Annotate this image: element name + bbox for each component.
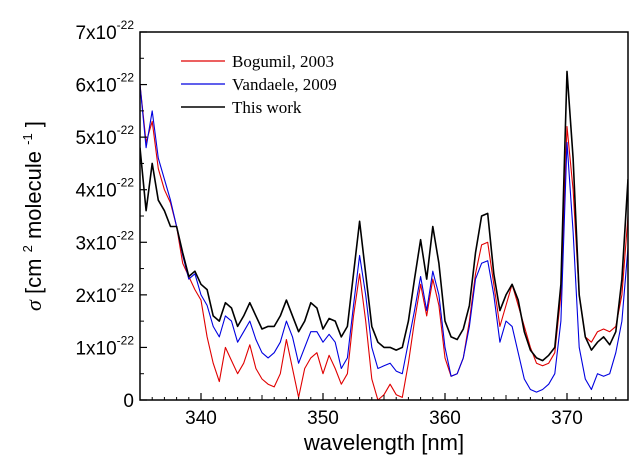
legend-label: Vandaele, 2009 bbox=[232, 75, 337, 94]
y-axis-unit-post: ] bbox=[21, 121, 46, 127]
x-axis-title: wavelength [nm] bbox=[303, 430, 464, 455]
x-tick-label: 350 bbox=[307, 408, 339, 429]
x-axis: 340 350 360 370 bbox=[139, 393, 629, 429]
y-tick-label: 6x10-22 bbox=[75, 71, 134, 97]
y-tick-label: 1x10-22 bbox=[75, 333, 134, 359]
y-tick-label: 5x10-22 bbox=[75, 123, 134, 149]
y-axis-unit-pre: [cm bbox=[21, 259, 46, 294]
legend: Bogumil, 2003 Vandaele, 2009 This work bbox=[181, 52, 337, 117]
y-tick-label: 0 bbox=[123, 391, 134, 412]
x-tick-label: 370 bbox=[551, 408, 583, 429]
y-tick-label: 2x10-22 bbox=[75, 281, 134, 307]
y-tick-label: 3x10-22 bbox=[75, 228, 134, 254]
series-line-2 bbox=[140, 70, 628, 362]
series-line-1 bbox=[140, 84, 628, 393]
y-tick-label: 4x10-22 bbox=[75, 176, 134, 202]
y-axis-unit-sup1: 2 bbox=[20, 245, 35, 252]
y-axis-unit-mid: molecule bbox=[21, 151, 46, 239]
series-line-0 bbox=[140, 84, 628, 400]
x-tick-label: 360 bbox=[429, 408, 461, 429]
x-tick-label: 340 bbox=[185, 408, 217, 429]
series-layer bbox=[140, 70, 628, 400]
y-axis-unit-sup2: -1 bbox=[20, 133, 35, 145]
legend-label: This work bbox=[232, 98, 302, 117]
legend-label: Bogumil, 2003 bbox=[232, 52, 334, 71]
y-tick-label: 7x10-22 bbox=[75, 18, 134, 44]
y-axis-sigma: σ bbox=[21, 299, 46, 311]
y-axis: 0 1x10-22 2x10-22 3x10-22 4x10-22 5x10-22 6x10… bbox=[75, 18, 147, 412]
y-axis-title: σ [cm 2 molecule -1 ] bbox=[12, 121, 46, 311]
